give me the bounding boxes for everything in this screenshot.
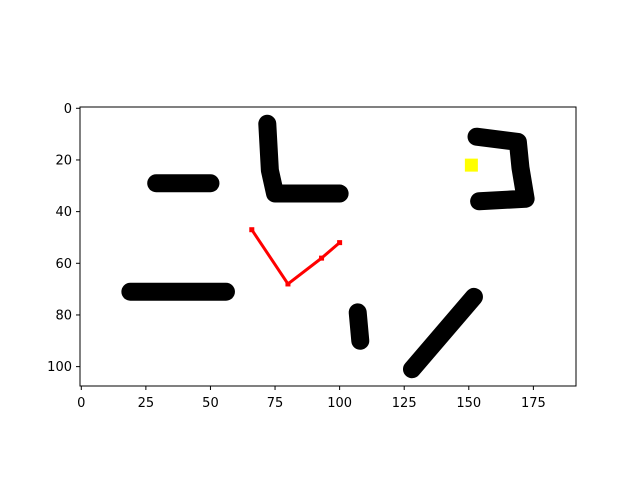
path-layer (249, 227, 343, 287)
x-tick-label: 175 (521, 396, 546, 411)
y-tick-label: 60 (55, 257, 72, 272)
obstacle-layer (121, 114, 535, 379)
y-tick-label: 20 (55, 153, 72, 168)
y-tick-label: 80 (55, 308, 72, 323)
path-point-2 (285, 281, 291, 287)
x-tick-label: 75 (267, 396, 284, 411)
x-axis: 0 25 50 75 100 125 150 175 (77, 386, 546, 411)
x-tick-label: 25 (138, 396, 155, 411)
goal-marker (464, 158, 478, 172)
plot-frame (79, 106, 577, 387)
goal-layer (464, 158, 478, 172)
path-point-1 (249, 227, 255, 233)
y-axis: 0 20 40 60 80 100 (47, 102, 80, 375)
obstacle-3 (258, 114, 349, 203)
path-point-3 (319, 255, 325, 261)
x-tick-label: 50 (202, 396, 219, 411)
y-tick-label: 0 (64, 102, 72, 117)
obstacle-6 (467, 127, 535, 211)
obstacle-4 (348, 303, 370, 350)
x-tick-label: 100 (327, 396, 352, 411)
x-tick-label: 150 (456, 396, 481, 411)
plot-area-background (80, 107, 576, 386)
y-tick-label: 40 (55, 205, 72, 220)
x-tick-label: 125 (392, 396, 417, 411)
obstacle-5 (402, 287, 483, 379)
y-tick-label: 100 (47, 360, 72, 375)
x-tick-label: 0 (77, 396, 85, 411)
path-point-4 (337, 240, 343, 246)
path-line (249, 227, 342, 286)
